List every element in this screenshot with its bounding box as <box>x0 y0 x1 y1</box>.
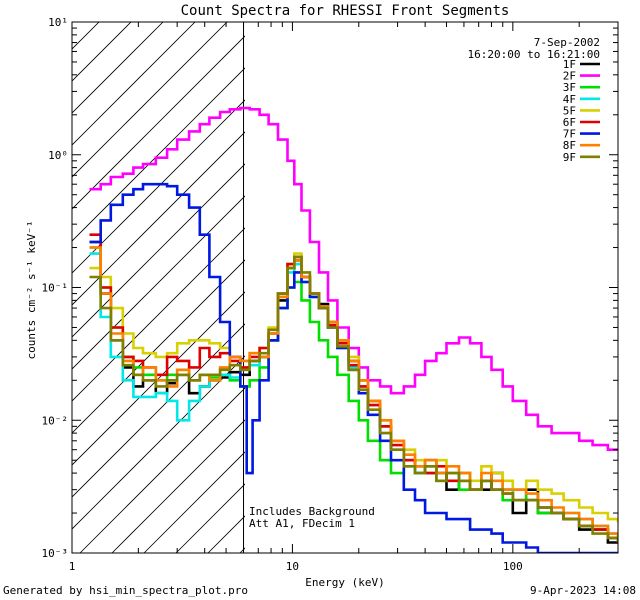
x-tick-label: 1 <box>69 560 76 573</box>
hatch-line <box>72 22 228 178</box>
y-tick-label: 10⁻³ <box>42 547 69 560</box>
hatch-line <box>304 0 640 553</box>
hatch-line <box>0 0 104 553</box>
hatch-line <box>72 163 245 338</box>
y-axis-label: counts cm⁻² s⁻¹ keV⁻¹ <box>25 220 38 359</box>
y-tick-label: 10⁻² <box>42 414 69 427</box>
hatch-line <box>368 0 640 553</box>
hatch-line <box>72 22 164 114</box>
series-line-2f <box>89 106 618 451</box>
legend-label-1f: 1F <box>563 58 576 71</box>
series-line-8f <box>89 246 618 538</box>
y-tick-label: 10⁻¹ <box>42 282 69 295</box>
legend-label-2f: 2F <box>563 70 576 83</box>
hatch-line <box>72 323 245 498</box>
hatch-line <box>72 22 196 146</box>
x-tick-label: 100 <box>503 560 523 573</box>
hatch-line <box>72 22 132 82</box>
hatch-line <box>72 195 245 370</box>
legend-label-5f: 5F <box>563 104 576 117</box>
legend-label-7f: 7F <box>563 128 576 141</box>
date-label: 7-Sep-2002 <box>534 36 600 49</box>
series-line-9f <box>89 255 618 543</box>
y-tick-label: 10¹ <box>48 16 68 29</box>
hatch-line <box>72 355 245 530</box>
hatch-line <box>72 35 245 210</box>
hatch-line <box>72 131 245 306</box>
legend-label-4f: 4F <box>563 93 576 106</box>
hatch-line <box>72 291 245 466</box>
legend-label-9f: 9F <box>563 151 576 164</box>
series-group <box>89 106 618 553</box>
footer-generated-by: Generated by hsi_min_spectra_plot.pro <box>3 584 248 597</box>
time-range-label: 16:20:00 to 16:21:00 <box>468 48 600 61</box>
series-line-5f <box>89 252 618 523</box>
annotation-attenuator: Att A1, FDecim 1 <box>249 517 355 530</box>
hatch-line <box>111 419 245 553</box>
footer-timestamp: 9-Apr-2023 14:08 <box>530 584 636 597</box>
annotation-background: Includes Background <box>249 505 375 518</box>
x-axis-label: Energy (keV) <box>305 576 384 589</box>
legend-label-8f: 8F <box>563 139 576 152</box>
axis-ticks: 1 10 100 10¹ 10⁰ 10⁻¹ 10⁻² 10⁻³ <box>42 16 619 573</box>
legend-label-3f: 3F <box>563 81 576 94</box>
hatch-line <box>72 259 245 434</box>
legend-label-6f: 6F <box>563 116 576 129</box>
hatch-line <box>239 547 245 553</box>
hatch-line <box>72 227 245 402</box>
hatch-line <box>79 387 245 553</box>
hatch-line <box>0 0 136 553</box>
y-tick-label: 10⁰ <box>48 149 68 162</box>
x-tick-label: 10 <box>286 560 299 573</box>
hatch-line <box>336 0 640 553</box>
chart-title: Count Spectra for RHESSI Front Segments <box>181 3 510 19</box>
